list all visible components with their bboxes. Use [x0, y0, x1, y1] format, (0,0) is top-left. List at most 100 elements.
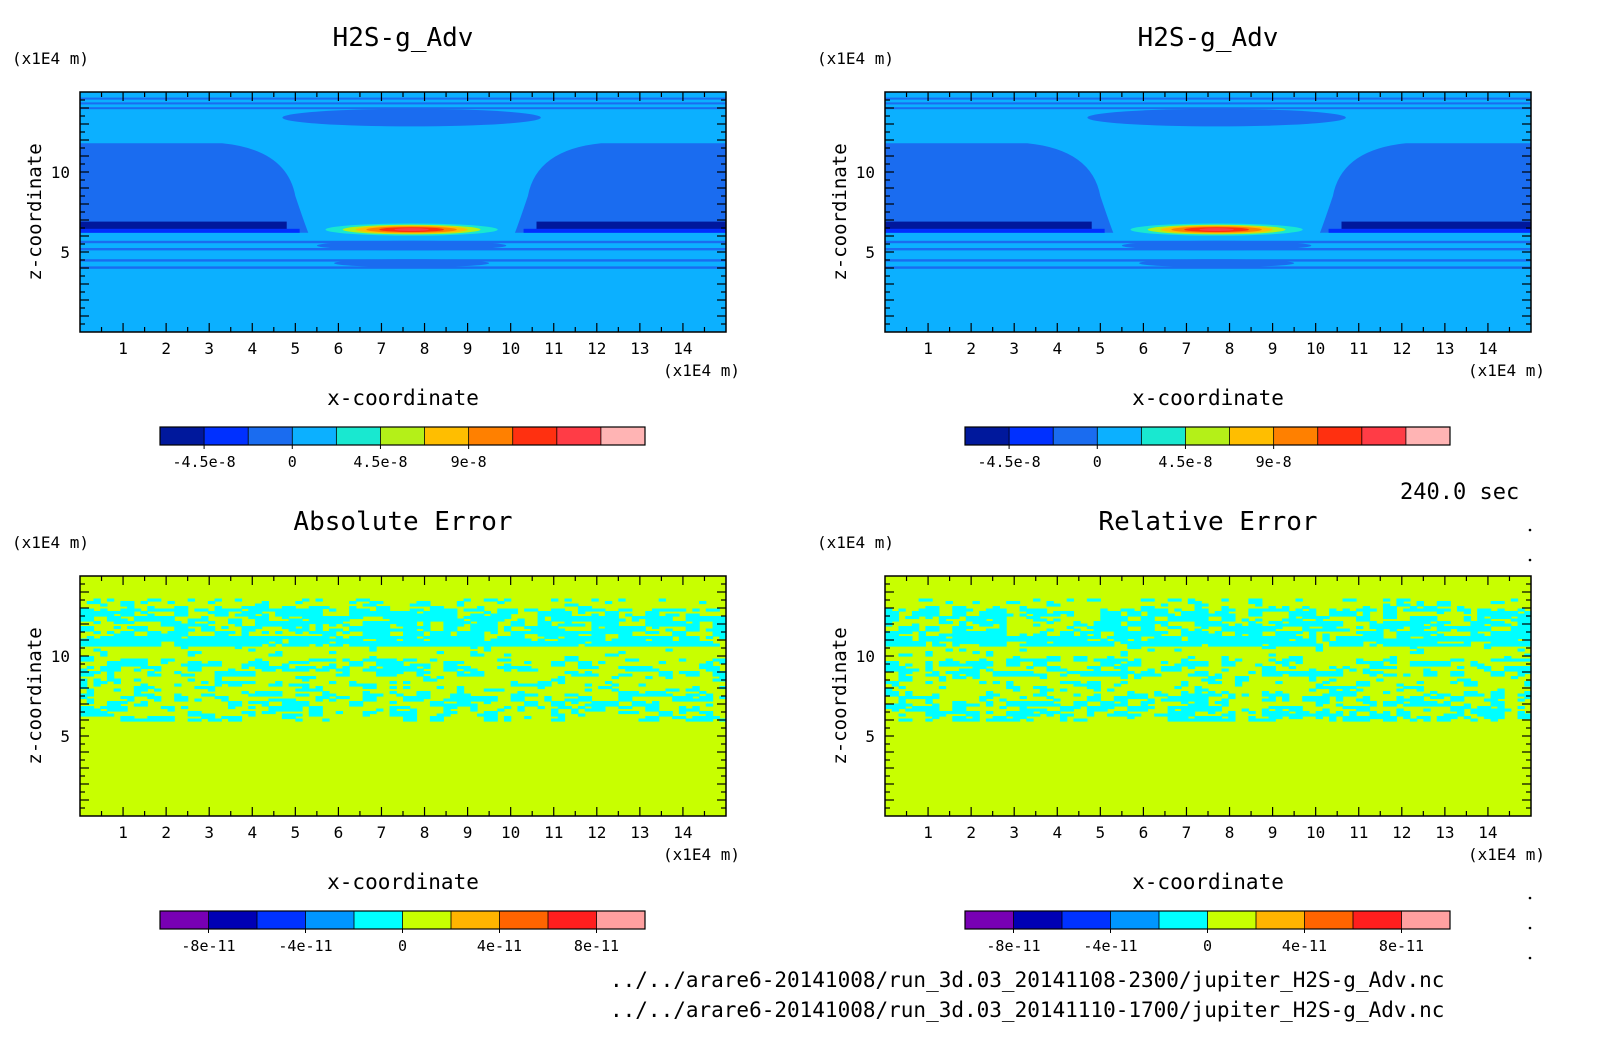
- error-cell: [885, 703, 893, 707]
- error-cell: [631, 616, 640, 620]
- error-cell: [1201, 623, 1209, 627]
- error-cell: [214, 678, 222, 682]
- contour-band: [80, 102, 726, 105]
- error-cell: [685, 641, 693, 645]
- error-cell: [584, 708, 593, 712]
- colorbar-tick-label: 4.5e-8: [1158, 453, 1212, 471]
- error-cell: [1450, 706, 1458, 710]
- error-cell: [1107, 713, 1115, 717]
- error-cell: [1477, 713, 1485, 717]
- colorbar-tick-label: 0: [398, 937, 407, 955]
- error-cell: [281, 666, 290, 670]
- error-cell: [1059, 641, 1068, 645]
- error-cell: [443, 616, 451, 620]
- error-cell: [470, 618, 478, 622]
- error-cell: [1026, 638, 1034, 642]
- error-cell: [1026, 673, 1034, 677]
- error-cell: [625, 696, 633, 700]
- error-cell: [477, 641, 485, 645]
- error-cell: [1228, 643, 1236, 647]
- error-cell: [719, 636, 727, 640]
- error-cell: [1113, 711, 1122, 715]
- error-cell: [154, 716, 162, 720]
- error-cell: [1288, 633, 1297, 637]
- error-cell: [979, 698, 987, 702]
- error-cell: [1490, 693, 1498, 697]
- error-cell: [551, 613, 559, 617]
- error-cell: [564, 671, 572, 675]
- error-cell: [645, 636, 653, 640]
- error-cell: [416, 638, 424, 642]
- error-cell: [503, 666, 512, 670]
- error-cell: [1120, 666, 1128, 670]
- error-cell: [241, 641, 249, 645]
- error-cell: [443, 641, 451, 645]
- error-cell: [1039, 676, 1048, 680]
- error-cell: [985, 643, 994, 647]
- error-cell: [631, 668, 640, 672]
- error-cell: [891, 613, 900, 617]
- error-cell: [1167, 718, 1175, 722]
- error-cell: [416, 643, 424, 647]
- error-cell: [254, 663, 263, 667]
- error-cell: [93, 708, 101, 712]
- error-cell: [1490, 658, 1498, 662]
- error-cell: [100, 603, 108, 607]
- error-cell: [207, 716, 216, 720]
- error-cell: [302, 676, 310, 680]
- error-cell: [1120, 676, 1128, 680]
- error-cell: [678, 636, 687, 640]
- error-cell: [382, 658, 391, 662]
- error-cell: [1403, 698, 1411, 702]
- error-cell: [241, 631, 249, 635]
- error-cell: [611, 683, 619, 687]
- colorbar-tick-label: -4e-11: [1083, 937, 1137, 955]
- error-cell: [645, 691, 653, 695]
- error-cell: [1282, 631, 1290, 635]
- error-cell: [1382, 613, 1391, 617]
- error-cell: [1282, 711, 1290, 715]
- error-cell: [1510, 613, 1519, 617]
- error-cell: [1107, 616, 1115, 620]
- error-cell: [1349, 636, 1357, 640]
- error-cell: [140, 616, 148, 620]
- error-cell: [201, 686, 209, 690]
- error-cell: [999, 716, 1007, 720]
- error-cell: [1181, 681, 1189, 685]
- error-cell: [483, 711, 492, 715]
- error-cell: [1147, 613, 1155, 617]
- error-cell: [685, 613, 693, 617]
- error-cell: [1201, 718, 1209, 722]
- error-cell: [1012, 718, 1021, 722]
- error-cell: [234, 621, 243, 625]
- error-cell: [905, 671, 913, 675]
- error-cell: [1261, 666, 1270, 670]
- error-cell: [1356, 641, 1364, 645]
- error-cell: [678, 631, 687, 635]
- error-cell: [1261, 671, 1270, 675]
- error-cell: [403, 706, 411, 710]
- error-cell: [362, 683, 370, 687]
- colorbar-swatch: [1009, 427, 1054, 445]
- error-cell: [174, 671, 182, 675]
- y-tick-label: 10: [856, 163, 875, 182]
- error-cell: [1046, 628, 1054, 632]
- error-cell: [1443, 636, 1451, 640]
- colorbar-swatch: [451, 911, 500, 929]
- error-cell: [952, 706, 960, 710]
- x-tick-label: 12: [1392, 823, 1411, 842]
- colorbar-swatch: [1256, 911, 1305, 929]
- error-cell: [308, 658, 317, 662]
- error-cell: [483, 696, 492, 700]
- error-cell: [1113, 618, 1122, 622]
- error-cell: [1127, 696, 1135, 700]
- error-cell: [140, 683, 148, 687]
- error-cell: [403, 713, 411, 717]
- error-cell: [93, 681, 101, 685]
- error-cell: [911, 628, 920, 632]
- error-cell: [1214, 636, 1223, 640]
- error-cell: [985, 691, 994, 695]
- error-cell: [918, 636, 926, 640]
- x-tick-label: 5: [291, 339, 301, 358]
- error-cell: [1127, 621, 1135, 625]
